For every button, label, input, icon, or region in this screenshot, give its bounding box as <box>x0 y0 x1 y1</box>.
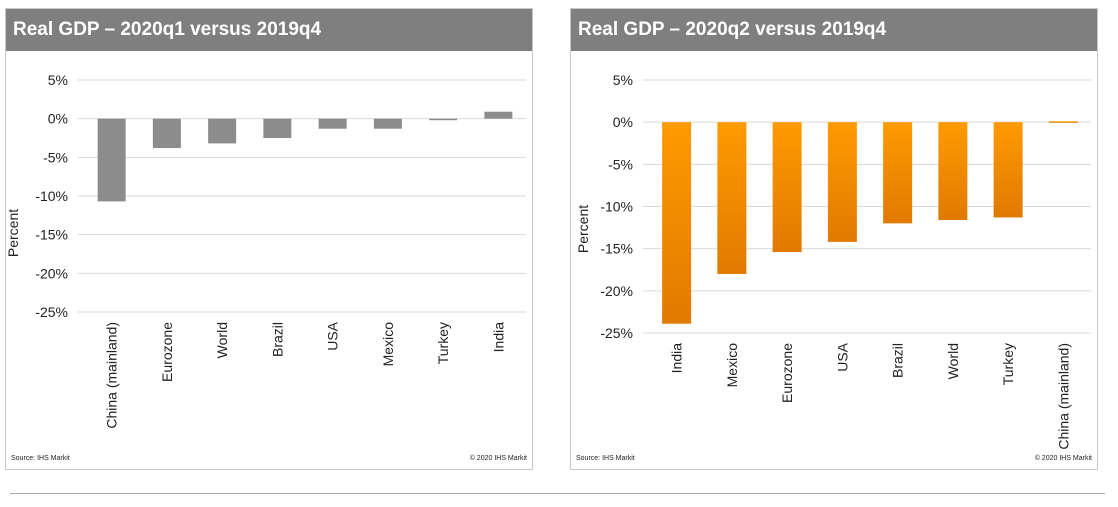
y-tick-label: -5% <box>608 156 633 172</box>
bar <box>97 118 126 202</box>
bar <box>883 122 913 224</box>
source-note: Source: IHS Markit <box>11 455 70 462</box>
x-tick-label: USA <box>325 321 341 350</box>
bar-chart-q1: 5% 0% -5% -10% -15% -20% -25% China (mainland) E… <box>6 72 526 429</box>
y-axis-label: Percent <box>6 209 21 257</box>
x-tick-label: Turkey <box>1000 343 1016 385</box>
bar <box>993 122 1023 218</box>
x-tick-label: Brazil <box>890 343 906 378</box>
source-note: Source: IHS Markit <box>576 455 635 462</box>
x-tick-label: Turkey <box>435 322 451 364</box>
y-tick-label: -10% <box>600 199 633 215</box>
bar <box>484 111 513 119</box>
chart-title: Real GDP – 2020q1 versus 2019q4 <box>6 9 532 51</box>
chart-panel-q1: Real GDP – 2020q1 versus 2019q4 5% 0% -5% -… <box>5 8 533 470</box>
y-tick-label: -25% <box>600 325 633 341</box>
y-axis-label: Percent <box>575 205 591 253</box>
bar <box>429 118 458 121</box>
y-tick-label: -20% <box>600 283 633 299</box>
bar <box>318 118 347 129</box>
x-tick-label: China (mainland) <box>104 322 120 429</box>
chart-panel-q2: Real GDP – 2020q2 versus 2019q4 5% 0% -5% -… <box>570 8 1098 470</box>
bar <box>263 118 292 138</box>
bar <box>1048 121 1078 123</box>
x-tick-label: World <box>945 343 961 379</box>
bar <box>772 122 802 253</box>
y-tick-label: 0% <box>48 111 68 127</box>
bar <box>827 122 857 242</box>
x-tick-label: China (mainland) <box>1055 343 1071 450</box>
copyright-note: © 2020 IHS Markit <box>469 455 527 462</box>
x-tick-label: USA <box>834 342 850 371</box>
bar <box>938 122 968 220</box>
y-tick-label: -5% <box>43 149 68 165</box>
bar <box>373 118 402 129</box>
y-tick-label: -15% <box>600 241 633 257</box>
y-tick-label: -10% <box>35 188 68 204</box>
y-tick-label: 0% <box>613 114 633 130</box>
bar <box>208 118 237 144</box>
y-tick-label: 5% <box>613 72 633 88</box>
bar-chart-q2: 5% 0% -5% -10% -15% -20% -25% India Mexico Eurozo… <box>575 72 1091 450</box>
x-tick-label: Mexico <box>380 322 396 367</box>
bar <box>152 118 181 149</box>
y-tick-label: -25% <box>35 304 68 320</box>
y-tick-label: -15% <box>35 227 68 243</box>
y-tick-label: -20% <box>35 265 68 281</box>
bottom-divider <box>10 493 1105 494</box>
y-tick-label: 5% <box>48 72 68 88</box>
chart-title: Real GDP – 2020q2 versus 2019q4 <box>571 9 1097 51</box>
bar <box>717 122 747 274</box>
x-tick-label: Eurozone <box>779 343 795 403</box>
copyright-note: © 2020 IHS Markit <box>1034 455 1092 462</box>
x-tick-label: Mexico <box>724 343 740 388</box>
x-tick-label: India <box>669 343 685 374</box>
x-tick-label: World <box>214 322 230 358</box>
x-tick-label: Eurozone <box>159 322 175 382</box>
x-tick-label: India <box>490 322 506 353</box>
x-tick-label: Brazil <box>269 322 285 357</box>
bar <box>662 122 692 324</box>
